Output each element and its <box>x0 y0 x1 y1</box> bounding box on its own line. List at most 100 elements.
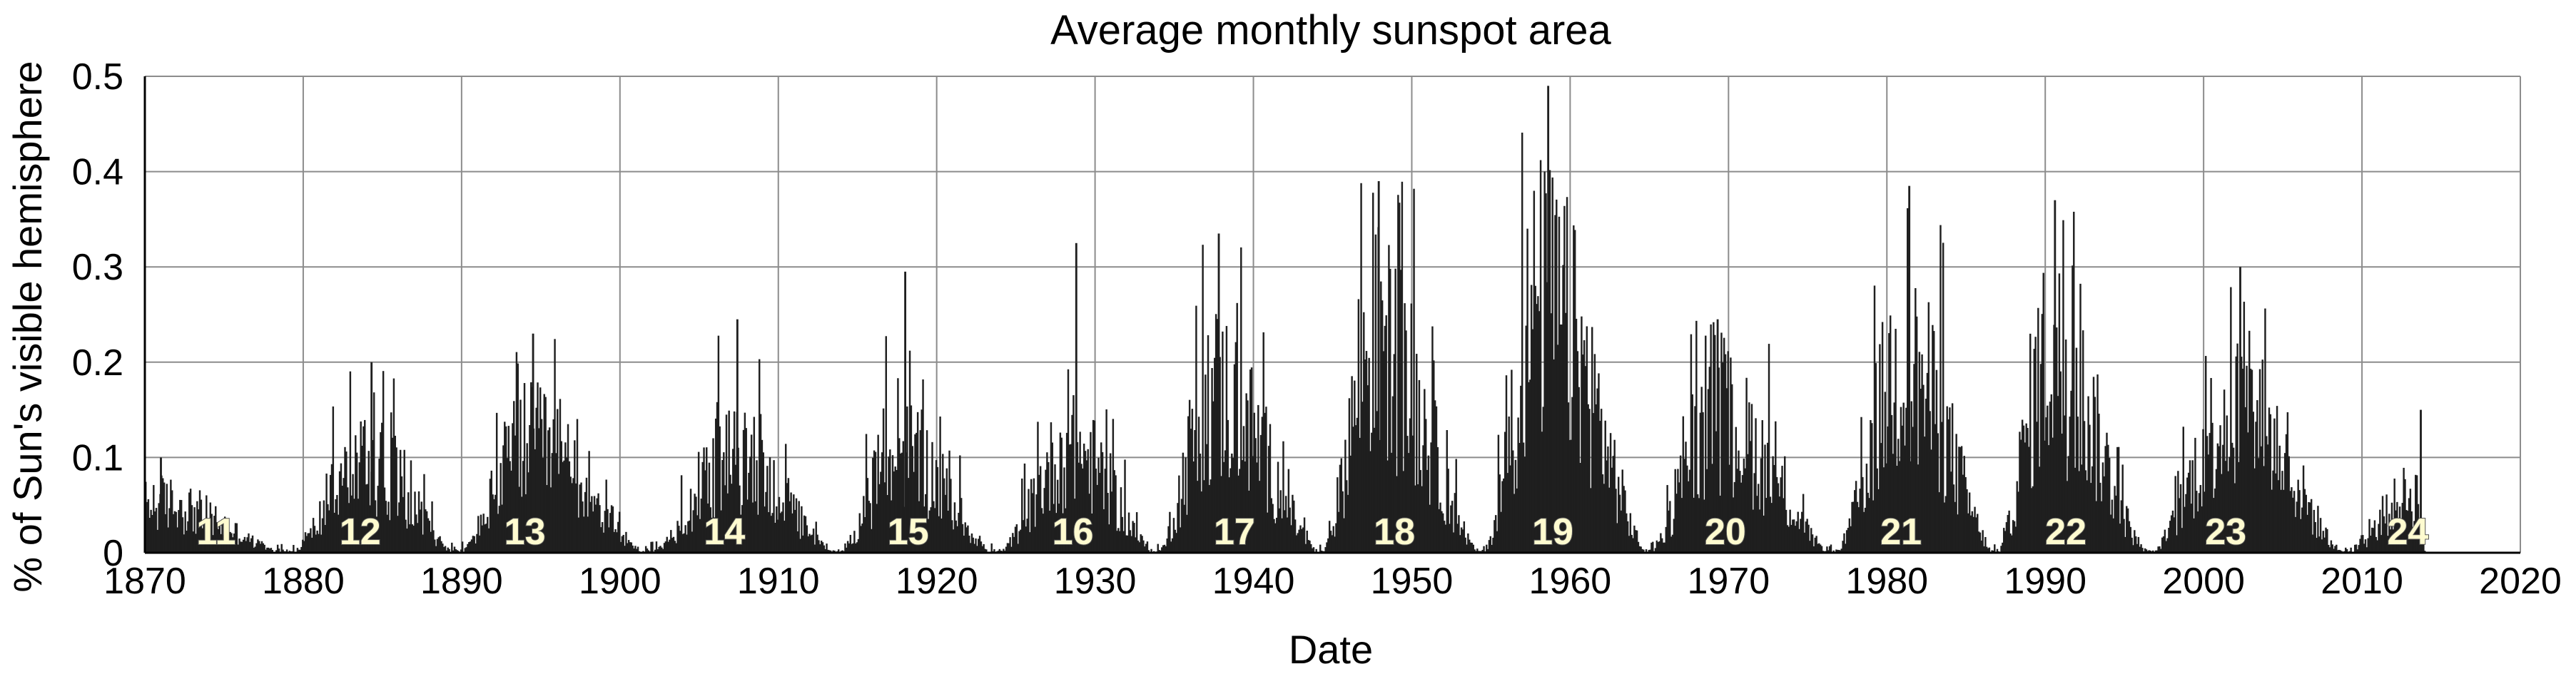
month-bar <box>721 459 724 553</box>
month-bar <box>188 492 191 553</box>
month-bar <box>1575 318 1578 553</box>
month-bar <box>1786 525 1789 553</box>
month-bar <box>232 537 234 553</box>
month-bar <box>745 428 747 553</box>
month-bar <box>2314 522 2316 553</box>
month-bar <box>1056 479 1059 553</box>
month-bar <box>714 418 717 553</box>
month-bar <box>1141 536 1143 553</box>
month-bar <box>1211 368 1213 553</box>
month-bar <box>1889 315 1892 553</box>
month-bar <box>2137 536 2140 553</box>
month-bar <box>726 493 729 553</box>
month-bar <box>666 536 668 553</box>
month-bar <box>1565 312 1567 553</box>
month-bar <box>1006 543 1009 553</box>
month-bar <box>1541 432 1543 553</box>
month-bar <box>467 543 469 553</box>
month-bar <box>1593 354 1596 553</box>
month-bar <box>1115 475 1117 553</box>
month-bar <box>514 435 517 553</box>
month-bar <box>367 451 370 553</box>
month-bar <box>886 495 888 553</box>
month-bar <box>2169 521 2171 553</box>
month-bar <box>2210 378 2212 553</box>
month-bar <box>1186 514 1188 553</box>
month-bar <box>1715 431 1718 553</box>
month-bar <box>1140 534 1142 553</box>
month-bar <box>1456 524 1459 553</box>
month-bar <box>2277 480 2280 553</box>
month-bar <box>378 459 380 553</box>
month-bar <box>724 485 726 553</box>
month-bar <box>1210 479 1212 553</box>
month-bar <box>908 350 911 553</box>
month-bar <box>1500 511 1502 553</box>
month-bar <box>2244 407 2246 553</box>
month-bar <box>564 442 567 553</box>
month-bar <box>592 511 594 553</box>
month-bar <box>2129 526 2132 553</box>
month-bar <box>1430 442 1432 553</box>
month-bar <box>1758 484 1760 553</box>
month-bar <box>1964 477 1967 553</box>
month-bar <box>2263 466 2265 553</box>
month-bar <box>1427 455 1430 553</box>
month-bar <box>1794 526 1797 553</box>
month-bar <box>1051 442 1054 553</box>
month-bar <box>583 516 585 553</box>
month-bar <box>464 548 467 553</box>
month-bar <box>1351 376 1353 553</box>
month-bar <box>1506 473 1509 553</box>
month-bar <box>1733 481 1736 553</box>
month-bar <box>2421 538 2423 553</box>
month-bar <box>2310 499 2313 553</box>
month-bar <box>786 483 788 553</box>
month-bar <box>212 535 214 553</box>
month-bar <box>175 511 177 553</box>
month-bar <box>692 510 694 553</box>
month-bar <box>1608 487 1611 553</box>
month-bar <box>278 548 280 553</box>
month-bar <box>1590 488 1592 553</box>
month-bar <box>1947 419 1949 553</box>
month-bar <box>2189 460 2191 553</box>
month-bar <box>1650 542 1653 553</box>
month-bar <box>823 545 826 553</box>
month-bar <box>890 500 893 553</box>
month-bar <box>1158 550 1160 553</box>
month-bar <box>1612 456 1615 553</box>
month-bar <box>361 445 363 553</box>
month-bar <box>1558 216 1561 553</box>
month-bar <box>1311 548 1314 553</box>
month-bar <box>776 506 778 553</box>
month-bar <box>2396 501 2398 553</box>
month-bar <box>2029 333 2032 553</box>
month-bar <box>1418 379 1421 553</box>
month-bar <box>1968 492 1971 553</box>
month-bar <box>552 419 554 553</box>
month-bar <box>2089 424 2091 553</box>
month-bar <box>2081 330 2084 553</box>
month-bar <box>1885 463 1887 553</box>
month-bar <box>719 426 721 553</box>
month-bar <box>2049 402 2052 553</box>
month-bar <box>1082 468 1084 553</box>
month-bar <box>189 489 192 553</box>
month-bar <box>873 450 876 553</box>
month-bar <box>587 516 589 553</box>
month-bar <box>1121 516 1124 553</box>
x-tick-label: 1960 <box>1529 561 1612 602</box>
month-bar <box>1798 529 1800 553</box>
month-bar <box>365 484 367 553</box>
month-bar <box>243 536 246 553</box>
month-bar <box>980 541 983 553</box>
month-bar <box>300 546 303 553</box>
month-bar <box>1992 550 1994 553</box>
month-bar <box>1345 480 1348 553</box>
month-bar <box>305 536 308 553</box>
month-bar <box>1451 501 1454 553</box>
month-bar <box>740 514 742 553</box>
month-bar <box>2184 506 2186 553</box>
x-tick-label: 2010 <box>2321 561 2403 602</box>
